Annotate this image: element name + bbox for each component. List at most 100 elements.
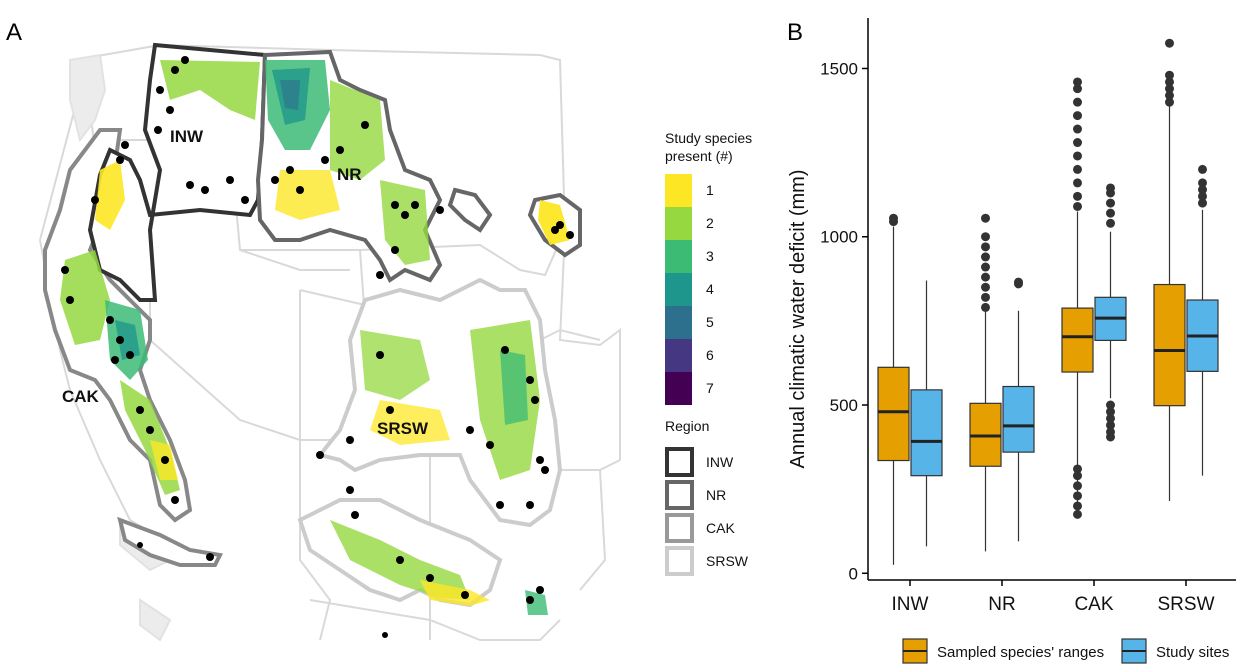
region-legend-label-nr: NR bbox=[706, 487, 726, 503]
species-legend-swatch-5 bbox=[665, 306, 692, 339]
outlier-point bbox=[1106, 407, 1115, 417]
outlier-point bbox=[1073, 164, 1082, 174]
outlier-point bbox=[1198, 198, 1207, 208]
x-tick-label-inw: INW bbox=[892, 594, 929, 615]
box-iqr bbox=[1153, 283, 1186, 407]
x-axis: INW NR CAK SRSW bbox=[868, 579, 1236, 615]
y-tick-label: 0 bbox=[849, 564, 858, 583]
outlier-point bbox=[981, 213, 990, 223]
outlier-point bbox=[1106, 218, 1115, 228]
outlier-point bbox=[981, 292, 990, 302]
box-srsw-sites bbox=[1186, 164, 1219, 476]
x-tick-label-nr: NR bbox=[988, 594, 1015, 615]
species-legend-title-line1: Study species bbox=[665, 130, 752, 146]
species-legend-swatch-1 bbox=[665, 174, 692, 207]
outlier-point bbox=[1106, 183, 1115, 193]
outlier-point bbox=[1073, 201, 1082, 211]
x-tick-label-srsw: SRSW bbox=[1158, 594, 1215, 615]
region-legend-swatch-srsw bbox=[665, 546, 694, 576]
region-legend-label-inw: INW bbox=[706, 454, 734, 470]
outlier-point bbox=[1198, 178, 1207, 188]
outlier-point bbox=[1106, 413, 1115, 423]
region-label-cak: CAK bbox=[62, 387, 100, 406]
region-legend-swatch-nr bbox=[665, 480, 694, 510]
outlier-point bbox=[1073, 471, 1082, 481]
outlier-point bbox=[1106, 427, 1115, 437]
outlier-point bbox=[981, 302, 990, 312]
species-legend-swatch-7 bbox=[665, 372, 692, 405]
region-label-inw: INW bbox=[170, 127, 204, 146]
box-cak-sites bbox=[1094, 183, 1127, 442]
outlier-point bbox=[1165, 70, 1174, 80]
region-legend-title: Region bbox=[665, 418, 709, 434]
outlier-point bbox=[1073, 138, 1082, 148]
box-iqr bbox=[1002, 385, 1035, 453]
study-site-points bbox=[61, 56, 574, 638]
outlier-point bbox=[889, 213, 898, 223]
outlier-point bbox=[1073, 481, 1082, 491]
box-nr-ranges bbox=[969, 213, 1002, 552]
region-outline-cak-baja bbox=[117, 516, 223, 567]
western-us-map: INW NR CAK SRSW Study species present (#… bbox=[39, 42, 752, 642]
species-legend: Study species present (#) 1 2 3 4 5 6 7 bbox=[665, 130, 752, 405]
region-legend-swatch-cak bbox=[665, 513, 694, 543]
species-presence-patches bbox=[60, 60, 570, 615]
outlier-point bbox=[1073, 124, 1082, 134]
species-legend-label-1: 1 bbox=[706, 182, 714, 198]
x-tick-label-cak: CAK bbox=[1074, 594, 1113, 615]
species-legend-label-5: 5 bbox=[706, 314, 714, 330]
y-axis-title: Annual climatic water deficit (mm) bbox=[787, 170, 809, 469]
box-iqr bbox=[1061, 307, 1094, 373]
box-inw-sites bbox=[910, 280, 943, 547]
outlier-point bbox=[1198, 164, 1207, 174]
outlier-point bbox=[1073, 97, 1082, 107]
outlier-point bbox=[1106, 400, 1115, 410]
region-legend-swatch-inw bbox=[665, 447, 694, 477]
region-label-srsw: SRSW bbox=[377, 419, 429, 438]
chart-legend: Sampled species' ranges Study sites bbox=[902, 638, 1229, 664]
box-iqr bbox=[877, 366, 910, 462]
outlier-point bbox=[1073, 84, 1082, 94]
chart-legend-label-ranges: Sampled species' ranges bbox=[937, 644, 1104, 661]
species-legend-label-6: 6 bbox=[706, 347, 714, 363]
box-nr-sites bbox=[1002, 277, 1035, 542]
outlier-point bbox=[981, 242, 990, 252]
box-cak-ranges bbox=[1061, 77, 1094, 519]
region-label-nr: NR bbox=[337, 165, 362, 184]
outlier-point bbox=[1073, 464, 1082, 474]
box-inw-ranges bbox=[877, 213, 910, 565]
species-legend-label-2: 2 bbox=[706, 215, 714, 231]
outlier-point bbox=[1073, 509, 1082, 519]
y-tick-label: 1000 bbox=[820, 228, 858, 247]
outlier-point bbox=[1014, 277, 1023, 287]
boxplot-chart: 0 500 1000 1500 INW NR CAK SRSW Annual climati… bbox=[787, 18, 1236, 664]
box-series bbox=[877, 38, 1219, 565]
species-legend-label-7: 7 bbox=[706, 380, 714, 396]
panel-a-letter: A bbox=[6, 19, 22, 46]
outlier-point bbox=[1073, 501, 1082, 511]
outlier-point bbox=[981, 282, 990, 292]
outlier-point bbox=[1165, 77, 1174, 87]
box-iqr bbox=[910, 389, 943, 477]
outlier-point bbox=[1165, 97, 1174, 107]
region-legend-label-srsw: SRSW bbox=[706, 553, 749, 569]
outlier-point bbox=[981, 262, 990, 272]
species-legend-label-3: 3 bbox=[706, 248, 714, 264]
region-legend-label-cak: CAK bbox=[706, 520, 735, 536]
outlier-point bbox=[981, 252, 990, 262]
outlier-point bbox=[1165, 38, 1174, 48]
outlier-point bbox=[1073, 151, 1082, 161]
species-legend-label-4: 4 bbox=[706, 281, 714, 297]
y-tick-label: 500 bbox=[830, 396, 858, 415]
y-axis: 0 500 1000 1500 bbox=[820, 18, 869, 583]
box-srsw-ranges bbox=[1153, 38, 1186, 501]
region-outline-nr-island bbox=[447, 187, 493, 233]
outlier-point bbox=[1073, 491, 1082, 501]
region-legend: Region INW NR CAK SRSW bbox=[665, 418, 749, 576]
species-legend-swatch-6 bbox=[665, 339, 692, 372]
y-tick-label: 1500 bbox=[820, 59, 858, 78]
panel-b-letter: B bbox=[787, 19, 803, 46]
outlier-point bbox=[1106, 198, 1115, 208]
outlier-point bbox=[1198, 191, 1207, 201]
